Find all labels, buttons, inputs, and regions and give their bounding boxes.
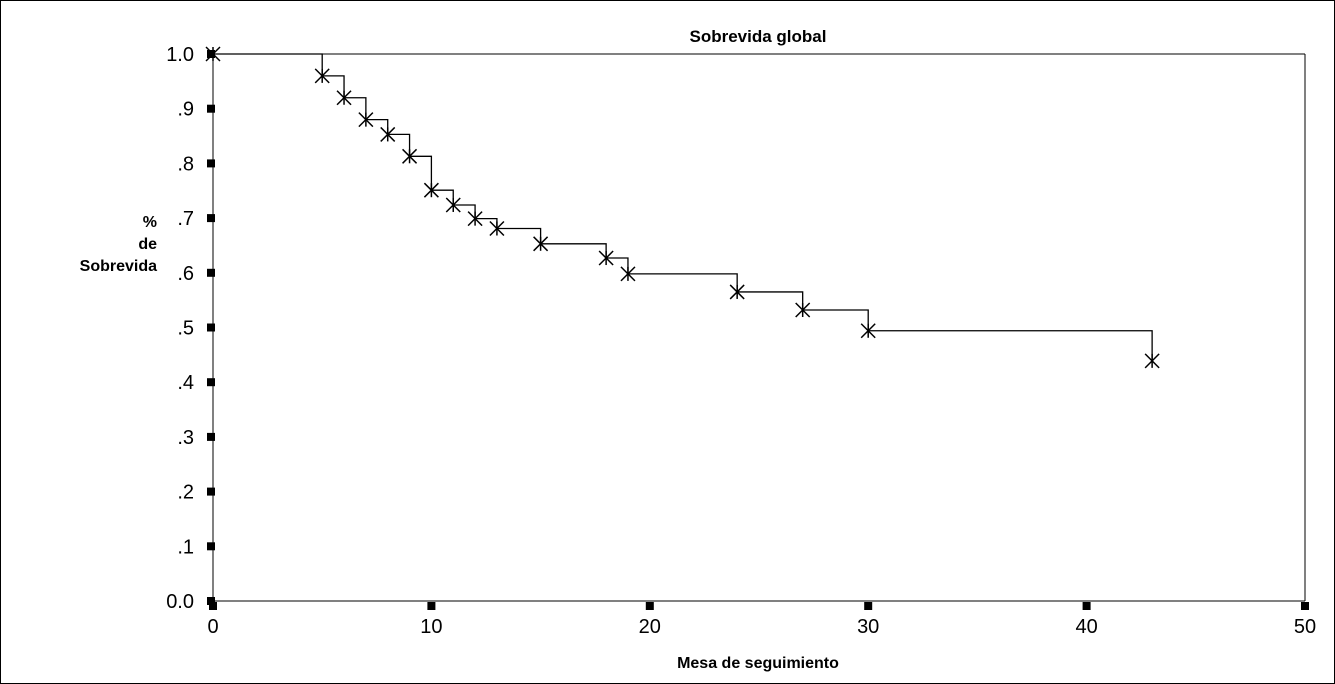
x-axis-label: Mesa de seguimiento xyxy=(677,655,839,672)
survival-point xyxy=(620,266,636,282)
survival-point xyxy=(1144,353,1160,369)
survival-step-line xyxy=(213,53,1153,361)
y-tick-mark xyxy=(207,50,215,58)
survival-point xyxy=(467,211,483,227)
y-tick-label: .4 xyxy=(177,372,194,394)
y-tick-mark xyxy=(207,542,215,551)
x-tick-label: 30 xyxy=(857,616,879,638)
x-tick-mark xyxy=(427,602,436,610)
survival-point xyxy=(380,126,396,142)
chart-title: Sobrevida global xyxy=(690,27,827,46)
y-tick-label: .2 xyxy=(177,482,194,504)
y-tick-label: .3 xyxy=(177,427,194,449)
survival-point xyxy=(598,250,614,266)
y-tick-label: .6 xyxy=(177,263,194,285)
survival-point xyxy=(795,302,811,318)
x-tick-mark xyxy=(1082,602,1091,610)
survival-point xyxy=(205,46,221,62)
y-tick-mark xyxy=(207,487,215,496)
y-tick-mark xyxy=(207,378,215,387)
x-tick-label: 0 xyxy=(207,616,218,638)
x-tick-mark xyxy=(1301,602,1309,610)
y-tick-mark xyxy=(207,104,215,113)
y-axis-label-line: Sobrevida xyxy=(80,258,157,275)
x-tick-mark xyxy=(645,602,654,610)
y-tick-mark xyxy=(207,214,215,223)
plot-area: 0.0 .1 .2 .3 .4 .5 .6 .7 .8 .9 1.0 0 10 20 30 40 50 xyxy=(166,44,1316,638)
x-tick-mark xyxy=(864,602,873,610)
y-tick-label: .8 xyxy=(177,153,194,175)
x-tick-label: 10 xyxy=(420,616,442,638)
y-tick-label: .7 xyxy=(177,208,194,230)
x-tick-label: 50 xyxy=(1294,616,1316,638)
y-tick-label: .9 xyxy=(177,99,194,121)
y-axis-label: % de Sobrevida xyxy=(80,214,157,275)
survival-point xyxy=(358,112,374,128)
y-axis-label-line: de xyxy=(138,236,157,253)
survival-point xyxy=(489,220,505,237)
y-tick-label: .5 xyxy=(177,318,194,340)
x-tick-mark xyxy=(209,602,217,610)
y-tick-mark xyxy=(207,159,215,168)
survival-point xyxy=(445,197,461,213)
survival-point xyxy=(533,236,549,252)
survival-point xyxy=(729,284,745,300)
survival-point xyxy=(423,182,439,198)
survival-point xyxy=(314,68,330,84)
x-tick-label: 20 xyxy=(639,616,661,638)
survival-point xyxy=(860,323,876,339)
y-tick-label: 0.0 xyxy=(166,591,194,613)
y-tick-label: .1 xyxy=(177,536,194,558)
y-tick-label: 1.0 xyxy=(166,44,194,66)
survival-point xyxy=(402,148,418,164)
x-tick-label: 40 xyxy=(1075,616,1097,638)
y-tick-mark xyxy=(207,323,215,332)
y-tick-mark xyxy=(207,268,215,277)
y-axis-label-line: % xyxy=(143,214,157,231)
survival-point xyxy=(336,90,352,106)
y-tick-mark xyxy=(207,432,215,441)
y-tick-mark xyxy=(207,597,215,605)
